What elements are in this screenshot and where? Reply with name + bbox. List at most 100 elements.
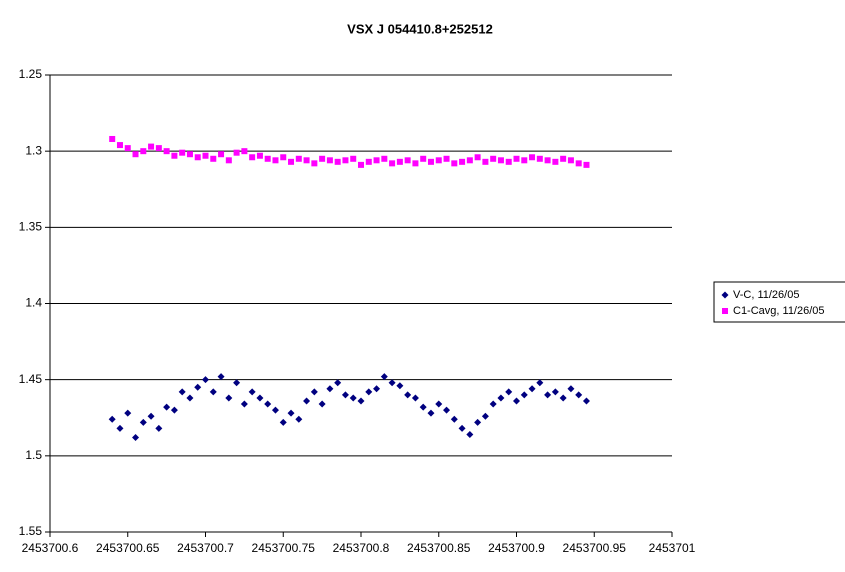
point (575, 391, 583, 399)
x-tick-label: 2453700.6 (22, 541, 79, 555)
point (350, 155, 357, 162)
x-tick-label: 2453700.7 (177, 541, 234, 555)
point (147, 412, 155, 420)
point (349, 394, 357, 402)
y-tick-label: 1.25 (19, 67, 43, 81)
point (124, 409, 132, 417)
point (552, 158, 559, 165)
point (248, 388, 256, 396)
point (249, 154, 256, 161)
point (389, 160, 396, 167)
point (412, 160, 419, 167)
point (233, 379, 241, 387)
point (435, 157, 442, 164)
point (396, 382, 404, 390)
point (295, 155, 302, 162)
point (490, 155, 497, 162)
point (513, 397, 520, 405)
point (411, 394, 419, 402)
x-tick-label: 2453700.85 (407, 541, 471, 555)
point (388, 379, 396, 387)
point (326, 157, 333, 164)
point (544, 391, 552, 399)
point (163, 403, 171, 411)
point (287, 409, 295, 417)
point (497, 157, 504, 164)
point (194, 154, 201, 161)
point (334, 379, 342, 387)
point (583, 161, 590, 168)
point (420, 155, 427, 162)
point (466, 431, 474, 439)
point (108, 415, 116, 423)
point (427, 409, 435, 417)
point (459, 158, 466, 165)
point (318, 400, 326, 408)
point (575, 160, 582, 167)
point (536, 379, 544, 387)
point (582, 397, 590, 405)
legend-marker (722, 308, 728, 314)
point (365, 158, 372, 165)
point (373, 385, 381, 393)
point (396, 158, 403, 165)
legend-label: C1-Cavg, 11/26/05 (733, 305, 825, 317)
point (474, 154, 481, 161)
point (140, 148, 147, 155)
point (210, 155, 217, 162)
x-tick-label: 2453701 (649, 541, 696, 555)
point (256, 394, 264, 402)
x-tick-label: 2453700.95 (563, 541, 627, 555)
point (218, 151, 225, 158)
point (481, 412, 489, 420)
point (116, 142, 123, 149)
point (358, 161, 364, 168)
point (272, 157, 279, 164)
point (186, 151, 193, 158)
point (155, 424, 163, 432)
y-tick-label: 1.3 (25, 143, 42, 157)
point (529, 154, 536, 161)
point (240, 400, 248, 408)
point (264, 155, 271, 162)
y-tick-label: 1.55 (19, 524, 43, 538)
point (179, 149, 186, 156)
point (233, 149, 240, 156)
legend-label: V-C, 11/26/05 (733, 289, 799, 301)
point (225, 394, 233, 402)
point (295, 415, 303, 423)
point (482, 158, 489, 165)
point (528, 385, 536, 393)
point (520, 391, 528, 399)
point (171, 152, 178, 159)
point (279, 418, 287, 426)
point (404, 391, 412, 399)
point (303, 397, 311, 405)
y-tick-label: 1.45 (19, 372, 43, 386)
point (474, 418, 482, 426)
point (427, 158, 434, 165)
point (194, 383, 202, 391)
point (217, 373, 225, 381)
point (380, 373, 388, 381)
point (373, 157, 380, 164)
point (536, 155, 543, 162)
point (124, 145, 131, 152)
point (443, 406, 451, 414)
point (202, 152, 209, 159)
point (521, 157, 528, 164)
point (560, 155, 567, 162)
point (280, 154, 287, 161)
point (404, 157, 411, 164)
legend: V-C, 11/26/05 C1-Cavg, 11/26/05 (713, 281, 845, 323)
legend-marker (721, 291, 729, 299)
point (466, 157, 473, 164)
x-tick-label: 2453700.9 (488, 541, 545, 555)
point (341, 391, 349, 399)
point (489, 400, 497, 408)
point (225, 157, 232, 164)
point (139, 418, 147, 426)
point (256, 152, 263, 159)
